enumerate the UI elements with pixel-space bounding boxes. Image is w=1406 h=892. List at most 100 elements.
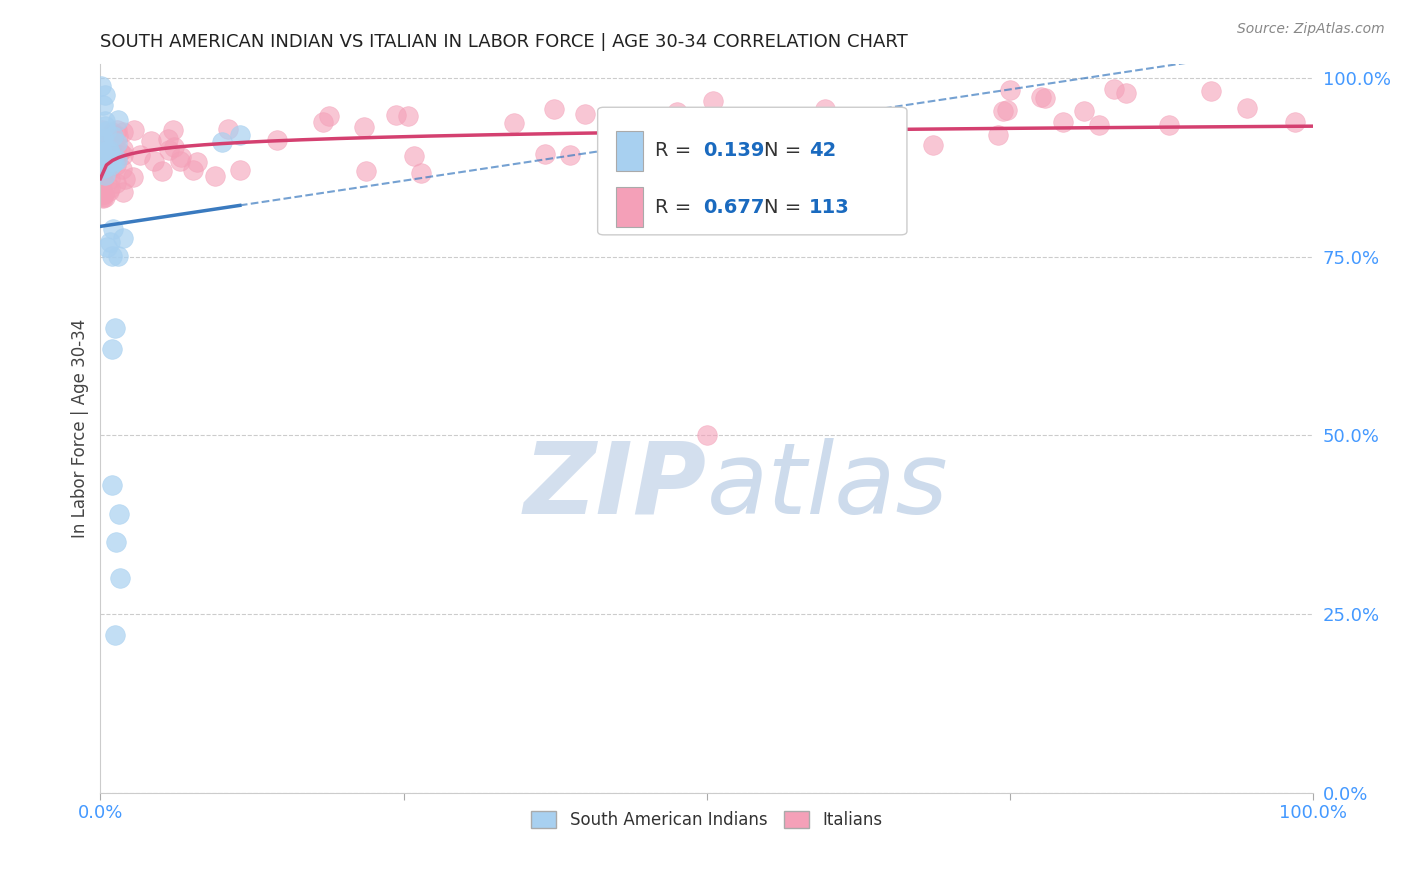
Point bbox=[94, 146, 117, 161]
Point bbox=[103, 155, 125, 169]
Point bbox=[217, 122, 239, 136]
Point bbox=[93, 87, 115, 102]
Point bbox=[101, 343, 124, 357]
Point bbox=[100, 172, 122, 186]
Point bbox=[96, 153, 118, 167]
Point bbox=[128, 148, 150, 162]
Point bbox=[141, 135, 163, 149]
Point bbox=[696, 428, 718, 442]
Y-axis label: In Labor Force | Age 30-34: In Labor Force | Age 30-34 bbox=[72, 318, 89, 538]
Text: 0.139: 0.139 bbox=[703, 141, 765, 160]
Point bbox=[94, 161, 117, 175]
Point bbox=[90, 134, 112, 148]
Point bbox=[104, 628, 127, 642]
Point bbox=[98, 143, 121, 157]
Point bbox=[385, 108, 408, 122]
Point bbox=[186, 154, 208, 169]
Point bbox=[142, 153, 165, 168]
Point bbox=[91, 98, 114, 112]
Point bbox=[93, 161, 115, 176]
Point bbox=[105, 136, 128, 150]
Text: SOUTH AMERICAN INDIAN VS ITALIAN IN LABOR FORCE | AGE 30-34 CORRELATION CHART: SOUTH AMERICAN INDIAN VS ITALIAN IN LABO… bbox=[100, 33, 908, 51]
Point bbox=[558, 147, 581, 161]
Point bbox=[90, 178, 112, 193]
Point bbox=[101, 221, 124, 235]
Text: 0.677: 0.677 bbox=[703, 198, 765, 217]
Point bbox=[101, 125, 124, 139]
Text: ZIP: ZIP bbox=[524, 438, 707, 535]
Point bbox=[111, 161, 134, 176]
Point bbox=[502, 115, 524, 129]
Point bbox=[101, 128, 124, 143]
Point bbox=[93, 151, 115, 165]
Point bbox=[157, 143, 180, 157]
Text: N =: N = bbox=[763, 198, 807, 217]
Point bbox=[94, 113, 117, 128]
Point bbox=[105, 535, 128, 549]
Legend: South American Indians, Italians: South American Indians, Italians bbox=[524, 804, 889, 836]
Point bbox=[1033, 91, 1056, 105]
Point bbox=[318, 109, 340, 123]
Point bbox=[107, 249, 129, 263]
Point bbox=[91, 136, 114, 150]
Point bbox=[882, 124, 904, 138]
Point bbox=[91, 183, 114, 197]
Text: Source: ZipAtlas.com: Source: ZipAtlas.com bbox=[1237, 22, 1385, 37]
Point bbox=[108, 145, 131, 160]
Point bbox=[97, 184, 120, 198]
Point bbox=[112, 125, 135, 139]
Point bbox=[105, 158, 128, 172]
Point bbox=[94, 156, 117, 170]
Point bbox=[665, 105, 688, 120]
Point bbox=[90, 144, 112, 158]
Point bbox=[101, 128, 124, 142]
Point bbox=[114, 171, 136, 186]
Point bbox=[150, 164, 173, 178]
Text: 42: 42 bbox=[808, 141, 837, 160]
Point bbox=[107, 128, 129, 143]
Point bbox=[987, 128, 1010, 142]
Point bbox=[105, 122, 128, 136]
Point bbox=[97, 158, 120, 172]
Point bbox=[91, 140, 114, 154]
Point bbox=[1087, 118, 1109, 132]
Text: R =: R = bbox=[655, 141, 697, 160]
Point bbox=[90, 186, 112, 200]
Point bbox=[107, 146, 129, 161]
Point bbox=[702, 94, 724, 108]
FancyBboxPatch shape bbox=[598, 107, 907, 235]
Point bbox=[100, 180, 122, 194]
Text: 113: 113 bbox=[808, 198, 849, 217]
Point bbox=[101, 145, 124, 160]
Point bbox=[111, 231, 134, 245]
Point bbox=[91, 173, 114, 187]
Point bbox=[1052, 115, 1074, 129]
Point bbox=[1236, 101, 1258, 115]
Point bbox=[101, 249, 124, 263]
Point bbox=[105, 153, 128, 168]
Point bbox=[93, 190, 115, 204]
Point bbox=[93, 132, 115, 146]
Point bbox=[94, 166, 117, 180]
Point bbox=[93, 161, 115, 176]
Point bbox=[96, 240, 118, 254]
FancyBboxPatch shape bbox=[616, 187, 643, 227]
Point bbox=[1115, 86, 1137, 100]
FancyBboxPatch shape bbox=[616, 130, 643, 170]
Point bbox=[104, 321, 127, 335]
Point bbox=[94, 168, 117, 182]
Point bbox=[94, 146, 117, 161]
Point bbox=[1073, 103, 1095, 118]
Point bbox=[90, 143, 112, 157]
Point bbox=[100, 158, 122, 172]
Point bbox=[1000, 83, 1022, 97]
Point bbox=[411, 166, 433, 180]
Point bbox=[91, 164, 114, 178]
Point bbox=[91, 188, 114, 202]
Point bbox=[90, 122, 112, 136]
Point bbox=[204, 169, 226, 183]
Point bbox=[111, 185, 134, 199]
Point bbox=[266, 133, 288, 147]
Point bbox=[93, 160, 115, 174]
Point bbox=[229, 163, 252, 178]
